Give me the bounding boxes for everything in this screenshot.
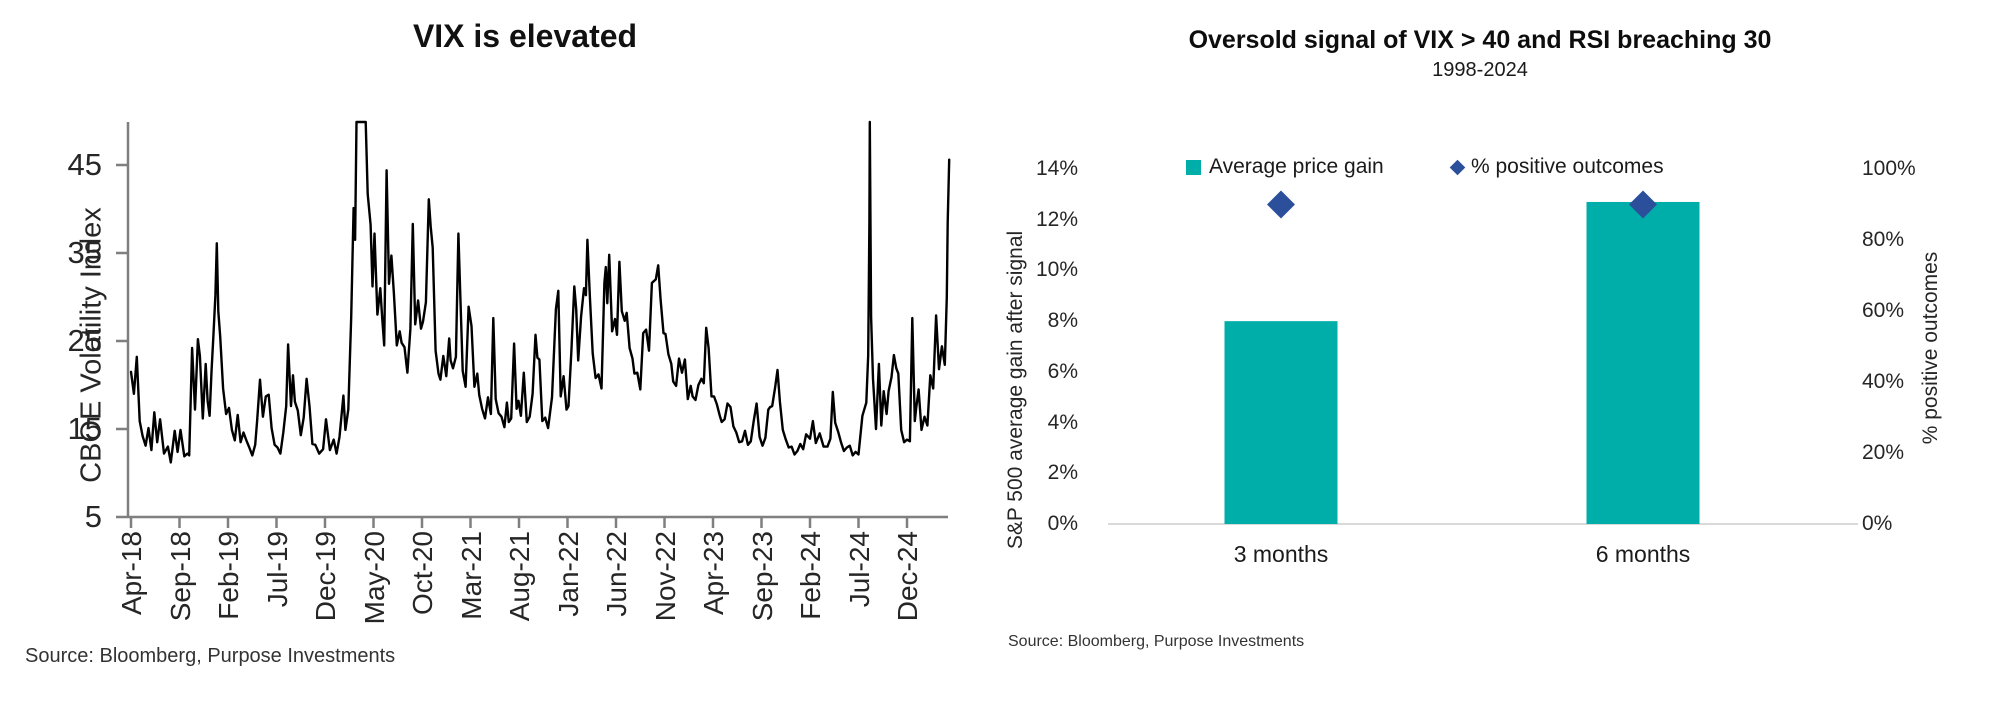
right-chart-left-tick-label: 8% bbox=[1047, 309, 1078, 333]
right-chart-left-tick-label: 10% bbox=[1035, 258, 1078, 282]
right-chart-right-tick-label: 20% bbox=[1862, 441, 1905, 464]
right-chart-left-tick-label: 2% bbox=[1047, 461, 1078, 485]
right-chart-right-tick-label: 0% bbox=[1862, 512, 1893, 535]
legend-bar-swatch-icon bbox=[1186, 159, 1201, 175]
category-label-6-months: 6 months bbox=[1595, 541, 1691, 567]
left-chart-x-tick-label: Oct-20 bbox=[407, 531, 438, 616]
left-chart-x-tick-label: May-20 bbox=[358, 531, 390, 625]
left-chart-x-tick-label: Dec-24 bbox=[892, 531, 923, 622]
left-chart-x-tick-label: Jul-19 bbox=[261, 531, 293, 608]
left-chart-x-tick-label: Apr-23 bbox=[698, 531, 729, 616]
legend-item-average-price-gain: Average price gain bbox=[1186, 155, 1384, 179]
positive-outcomes-diamond-marker bbox=[1267, 190, 1295, 219]
left-chart-x-tick-label: Sep-18 bbox=[164, 531, 196, 622]
legend-diamond-icon bbox=[1449, 159, 1466, 175]
legend-item-positive-outcomes: % positive outcomes bbox=[1449, 155, 1664, 179]
average-price-gain-bar bbox=[1224, 321, 1338, 524]
left-chart-x-tick-label: Apr-18 bbox=[116, 531, 147, 616]
left-chart-y-tick-label: 5 bbox=[84, 499, 102, 534]
left-chart-x-tick-label: Sep-23 bbox=[746, 531, 778, 622]
legend-label-average-price-gain: Average price gain bbox=[1209, 155, 1384, 178]
left-chart-x-tick-label: Nov-22 bbox=[649, 531, 681, 622]
right-chart-left-tick-label: 6% bbox=[1047, 359, 1078, 383]
left-chart-x-tick-label: Feb-19 bbox=[213, 531, 244, 620]
right-chart-source: Source: Bloomberg, Purpose Investments bbox=[1008, 633, 1305, 650]
left-chart-x-tick-label: Jun-22 bbox=[601, 531, 632, 617]
left-chart-x-tick-label: Dec-19 bbox=[310, 531, 341, 622]
left-chart-title: VIX is elevated bbox=[412, 18, 638, 54]
right-chart-subtitle: 1998-2024 bbox=[1432, 59, 1528, 81]
left-chart-x-tick-label: Mar-21 bbox=[455, 531, 487, 620]
left-chart-y-tick-label: 45 bbox=[67, 147, 102, 182]
right-chart-left-tick-label: 14% bbox=[1035, 157, 1078, 180]
left-chart-x-tick-label: Feb-24 bbox=[795, 531, 826, 620]
left-chart-y-tick-label: 15 bbox=[67, 411, 102, 446]
right-chart-right-tick-label: 100% bbox=[1862, 157, 1916, 180]
left-chart-x-tick-label: Jan-22 bbox=[552, 531, 584, 617]
right-chart-right-tick-label: 80% bbox=[1862, 228, 1905, 251]
left-chart-y-tick-label: 25 bbox=[67, 323, 102, 358]
left-chart-y-tick-label: 35 bbox=[67, 235, 102, 270]
left-chart-x-tick-label: Aug-21 bbox=[504, 531, 535, 622]
right-chart-right-tick-label: 40% bbox=[1862, 370, 1905, 393]
right-chart-title: Oversold signal of VIX > 40 and RSI brea… bbox=[1188, 26, 1772, 54]
right-chart-right-tick-label: 60% bbox=[1862, 299, 1905, 322]
category-label-3-months: 3 months bbox=[1233, 541, 1329, 567]
right-chart-left-tick-label: 0% bbox=[1047, 512, 1078, 535]
legend-label-positive-outcomes: % positive outcomes bbox=[1471, 155, 1664, 178]
average-price-gain-bar bbox=[1586, 201, 1700, 524]
left-chart-source: Source: Bloomberg, Purpose Investments bbox=[25, 645, 396, 667]
right-chart-right-axis-title: % positive outcomes bbox=[1919, 251, 1942, 445]
positive-outcomes-diamond-marker bbox=[1629, 190, 1657, 219]
right-chart-left-tick-label: 12% bbox=[1035, 207, 1078, 231]
vix-line-series bbox=[129, 120, 951, 464]
left-chart-x-tick-label: Jul-24 bbox=[843, 531, 875, 608]
right-chart-left-tick-label: 4% bbox=[1047, 410, 1078, 434]
